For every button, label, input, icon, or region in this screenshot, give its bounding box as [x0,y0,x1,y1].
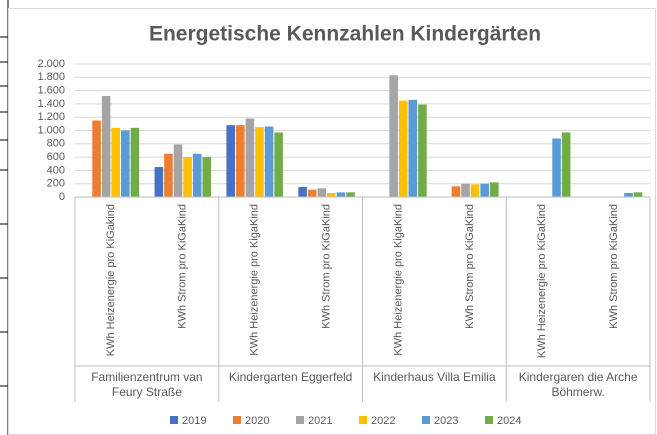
bar [389,75,398,197]
bar [307,189,317,197]
bar [101,95,111,197]
x-tick-label: KWh Strom pro KiGaKind [177,204,189,329]
y-tick-label: 200 [47,178,65,190]
sheet-column [0,0,8,435]
bar [226,125,236,197]
bar [398,100,408,197]
bar [192,153,202,197]
y-tick-label: 800 [47,138,65,150]
bar [173,144,183,197]
bar [183,157,192,197]
x-tick-label: KWh Strom pro KiGaKind [320,204,332,329]
group-label: Familienzentrum van Feury Straße [91,370,203,399]
bar [298,187,307,197]
bar [346,192,355,197]
x-tick-label: KWh Heizenergie pro KigaKind [392,204,404,356]
y-tick-label: 0 [59,191,65,203]
legend-label: 2019 [182,415,206,427]
bar [327,193,336,197]
legend-label: 2023 [434,415,458,427]
legend-swatch [170,416,178,424]
group-label: Kindergarten Eggerfeld [228,370,353,384]
bar [236,125,245,197]
bar [408,99,418,197]
bar [451,186,461,197]
bar [552,138,561,197]
group-label: Kindergaren die Arche Böhmerw. [518,370,638,399]
legend-swatch [233,416,241,424]
x-tick-label: KWh Strom pro KiGaKind [464,204,476,329]
bar [480,183,489,197]
bar [92,120,101,197]
bar [274,132,283,197]
bar [264,126,274,197]
x-tick-label: KWh Heizenergie pro KiGaKind [536,204,548,358]
legend-label: 2021 [308,415,332,427]
group-label: Kinderhaus Villa Emilia [373,370,496,384]
y-tick-label: 2.000 [37,58,65,70]
legend-label: 2024 [497,415,521,427]
bar [255,127,264,197]
bar [121,130,130,197]
legend-swatch [296,416,304,424]
y-tick-label: 1.600 [37,85,65,97]
bar [130,127,140,197]
legend-label: 2022 [371,415,395,427]
bar [418,104,427,197]
legend-label: 2020 [245,415,269,427]
y-tick-label: 1.800 [37,71,65,83]
bar [624,193,633,197]
x-tick-label: KWh Heizenergie pro KiGakind [105,204,117,356]
y-tick-label: 600 [47,151,65,163]
legend-swatch [422,416,430,424]
bar [633,192,643,197]
y-tick-label: 400 [47,164,65,176]
bar [111,127,121,197]
y-tick-label: 1.200 [37,111,65,123]
bar [245,118,255,197]
bar [470,184,480,197]
bar [164,153,173,197]
x-tick-label: KWh Heizenergie pro KigaKind [249,204,261,356]
bar [489,182,499,197]
chart-title: Energetische Kennzahlen Kindergärten [149,23,541,46]
bar [154,167,164,197]
y-tick-label: 1.000 [37,124,65,136]
legend-swatch [485,416,493,424]
bar [461,183,470,197]
bar [561,132,571,197]
y-tick-label: 1.400 [37,98,65,110]
bar [317,188,327,197]
x-tick-label: KWh Strom pro KiGaKind [608,204,620,329]
legend-swatch [359,416,367,424]
bar [202,157,212,197]
bar [336,192,346,197]
